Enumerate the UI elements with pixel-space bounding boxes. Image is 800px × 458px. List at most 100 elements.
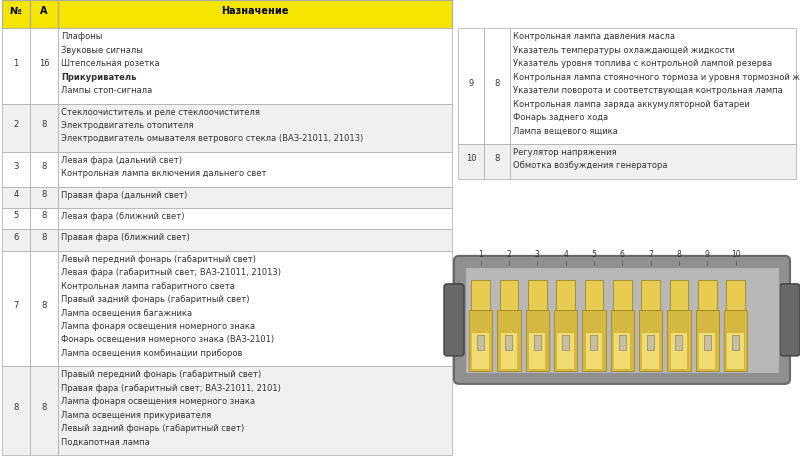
Bar xyxy=(30,187,58,208)
Bar xyxy=(58,251,452,366)
Bar xyxy=(30,251,58,366)
Text: Лампа фонаря освещения номерного знака: Лампа фонаря освещения номерного знака xyxy=(61,322,255,331)
Text: Штепсельная розетка: Штепсельная розетка xyxy=(61,60,160,68)
Bar xyxy=(699,333,715,369)
Text: Плафоны: Плафоны xyxy=(61,33,102,41)
Bar xyxy=(613,279,631,311)
Bar xyxy=(618,335,626,350)
Bar xyxy=(529,333,546,369)
Bar xyxy=(586,333,602,369)
Text: Лампы стоп-сигнала: Лампы стоп-сигнала xyxy=(61,86,152,95)
Bar xyxy=(698,279,717,311)
Bar xyxy=(528,279,546,311)
Text: Левая фара (дальний свет): Левая фара (дальний свет) xyxy=(61,156,182,165)
Text: 1: 1 xyxy=(14,59,18,67)
Bar xyxy=(2,229,30,251)
Bar xyxy=(2,187,30,208)
Bar xyxy=(558,333,574,369)
Bar xyxy=(58,28,452,104)
Bar xyxy=(671,333,687,369)
Text: Правая фара (ближний свет): Правая фара (ближний свет) xyxy=(61,233,190,242)
Text: Контрольная лампа стояночного тормоза и уровня тормозной жидкости: Контрольная лампа стояночного тормоза и … xyxy=(513,73,800,82)
Bar xyxy=(58,104,452,152)
Bar xyxy=(2,0,30,28)
Text: Правый задний фонарь (габаритный свет): Правый задний фонарь (габаритный свет) xyxy=(61,295,250,304)
Bar xyxy=(704,335,710,350)
FancyBboxPatch shape xyxy=(639,311,662,371)
Bar xyxy=(473,333,489,369)
Bar xyxy=(477,335,484,350)
Bar xyxy=(675,335,682,350)
FancyBboxPatch shape xyxy=(469,311,492,371)
Text: Указатели поворота и соответствующая контрольная лампа: Указатели поворота и соответствующая кон… xyxy=(513,86,782,95)
FancyBboxPatch shape xyxy=(696,311,719,371)
Bar xyxy=(732,335,739,350)
Text: 1: 1 xyxy=(478,250,483,259)
Bar xyxy=(585,279,603,311)
Text: 5: 5 xyxy=(14,211,18,220)
Text: Контрольная лампа габаритного света: Контрольная лампа габаритного света xyxy=(61,282,235,291)
Text: 9: 9 xyxy=(705,250,710,259)
Bar xyxy=(30,0,58,28)
Text: Левый передний фонарь (габаритный свет): Левый передний фонарь (габаритный свет) xyxy=(61,255,256,264)
Text: Лампа освещения комбинации приборов: Лампа освещения комбинации приборов xyxy=(61,349,242,358)
Text: 8: 8 xyxy=(494,79,500,88)
Text: 5: 5 xyxy=(591,250,596,259)
Text: 8: 8 xyxy=(42,301,46,310)
Text: Контрольная лампа включения дальнего свет: Контрольная лампа включения дальнего све… xyxy=(61,169,266,178)
Bar xyxy=(58,0,452,28)
Bar xyxy=(30,28,58,104)
Bar xyxy=(726,279,745,311)
Text: Стеклоочиститель и реле стеклоочистителя: Стеклоочиститель и реле стеклоочистителя xyxy=(61,108,260,117)
Bar xyxy=(670,279,688,311)
FancyBboxPatch shape xyxy=(454,256,790,384)
Text: Правая фара (габаритный свет; ВАЗ-21011, 2101): Правая фара (габаритный свет; ВАЗ-21011,… xyxy=(61,384,281,393)
Text: Фонарь заднего хода: Фонарь заднего хода xyxy=(513,113,608,122)
Text: 2: 2 xyxy=(506,250,511,259)
Text: 8: 8 xyxy=(42,233,46,241)
Bar xyxy=(458,28,484,144)
Text: Левая фара (ближний свет): Левая фара (ближний свет) xyxy=(61,212,185,221)
Bar xyxy=(30,104,58,152)
Bar xyxy=(614,333,630,369)
Bar xyxy=(590,335,598,350)
Text: Подкапотная лампа: Подкапотная лампа xyxy=(61,437,150,447)
Bar xyxy=(30,366,58,455)
Text: Звуковые сигналы: Звуковые сигналы xyxy=(61,46,143,55)
Text: Прикуриватель: Прикуриватель xyxy=(61,73,137,82)
Bar xyxy=(2,104,30,152)
Bar xyxy=(642,279,660,311)
Text: Указатель температуры охлаждающей жидкости: Указатель температуры охлаждающей жидкос… xyxy=(513,46,734,55)
FancyBboxPatch shape xyxy=(610,311,634,371)
Text: Лампа фонаря освещения номерного знака: Лампа фонаря освещения номерного знака xyxy=(61,397,255,406)
Bar xyxy=(58,208,452,229)
Bar xyxy=(458,144,484,179)
Text: Левый задний фонарь (габаритный свет): Левый задний фонарь (габаритный свет) xyxy=(61,424,244,433)
Text: A: A xyxy=(40,6,48,16)
Text: 4: 4 xyxy=(14,190,18,199)
Bar xyxy=(647,335,654,350)
Text: 7: 7 xyxy=(648,250,653,259)
Text: 10: 10 xyxy=(466,154,476,163)
Text: 8: 8 xyxy=(677,250,682,259)
Text: 8: 8 xyxy=(42,162,46,171)
Bar xyxy=(506,335,513,350)
Bar xyxy=(58,229,452,251)
FancyBboxPatch shape xyxy=(554,311,578,371)
Text: Указатель уровня топлива с контрольной лампой резерва: Указатель уровня топлива с контрольной л… xyxy=(513,60,772,68)
Text: Обмотка возбуждения генератора: Обмотка возбуждения генератора xyxy=(513,161,667,170)
Text: Электродвигатель отопителя: Электродвигатель отопителя xyxy=(61,121,194,130)
Text: Контрольная лампа заряда аккумуляторной батареи: Контрольная лампа заряда аккумуляторной … xyxy=(513,100,750,109)
Bar xyxy=(534,335,541,350)
Text: №: № xyxy=(10,6,22,16)
Text: Назначение: Назначение xyxy=(222,6,289,16)
Text: 9: 9 xyxy=(468,79,474,88)
Bar xyxy=(500,279,518,311)
Bar xyxy=(2,251,30,366)
FancyBboxPatch shape xyxy=(526,311,549,371)
FancyBboxPatch shape xyxy=(724,311,747,371)
Text: Лампа освещения прикуривателя: Лампа освещения прикуривателя xyxy=(61,410,211,420)
Text: 10: 10 xyxy=(731,250,741,259)
Text: 6: 6 xyxy=(620,250,625,259)
Bar xyxy=(30,152,58,187)
